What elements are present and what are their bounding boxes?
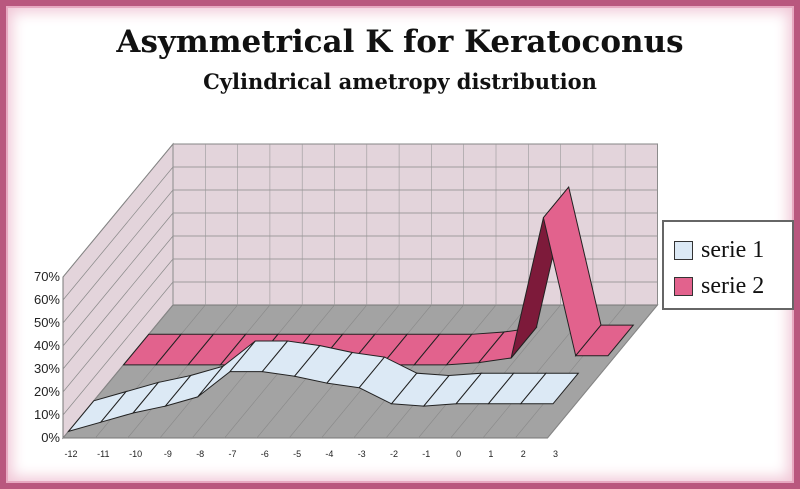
x-tick-label: -12	[64, 449, 77, 459]
floor-gridline	[450, 304, 561, 439]
legend-swatch-serie-1	[674, 240, 693, 260]
y-tick-label: 50%	[34, 315, 60, 330]
x-tick-label: 1	[488, 449, 493, 459]
x-tick-label: -7	[228, 449, 236, 459]
legend-item-serie-1: serie 1	[674, 236, 764, 264]
floor-gridline	[385, 304, 497, 439]
series-serie-2	[122, 186, 635, 366]
y-tick-label: 60%	[34, 292, 60, 307]
x-tick-label: -1	[422, 449, 430, 459]
side-gridline	[62, 281, 174, 416]
legend-swatch-serie-2	[674, 276, 693, 296]
y-tick-label: 10%	[34, 407, 60, 422]
chart-title: Asymmetrical K for Keratoconus	[116, 24, 684, 60]
series-serie-1	[67, 340, 580, 433]
x-tick-label: -6	[261, 449, 269, 459]
legend-label-serie-1: serie 1	[701, 237, 765, 263]
ribbon-segment	[519, 372, 580, 405]
x-tick-label: -5	[293, 449, 301, 459]
x-tick-label: 3	[553, 449, 558, 459]
side-gridline	[62, 143, 174, 278]
floor-gridline	[127, 304, 238, 439]
floor-gridline	[418, 304, 529, 439]
side-gridline	[62, 258, 174, 393]
chart-series	[67, 186, 635, 433]
legend: serie 1 serie 2	[662, 220, 794, 310]
x-tick-label: 0	[456, 449, 461, 459]
side-gridline	[62, 235, 174, 370]
x-tick-label: -9	[164, 449, 172, 459]
y-tick-label: 30%	[34, 361, 60, 376]
x-tick-label: -3	[358, 449, 366, 459]
x-tick-label: -2	[390, 449, 398, 459]
legend-item-serie-2: serie 2	[674, 272, 764, 300]
x-tick-label: -4	[325, 449, 333, 459]
y-tick-label: 40%	[34, 338, 60, 353]
x-tick-label: -8	[196, 449, 204, 459]
side-gridline	[62, 212, 174, 347]
side-gridline	[62, 166, 174, 301]
x-tick-label: -11	[97, 449, 109, 459]
x-axis-ticks: -12 -11 -10 -9 -8 -7 -6 -5 -4 -3 -2 -1 0 1 2 3	[64, 449, 558, 459]
y-axis-ticks: 0% 10% 20% 30% 40% 50% 60% 70%	[34, 269, 60, 445]
ribbon-segment	[574, 324, 635, 357]
side-gridline	[62, 189, 174, 324]
legend-label-serie-2: serie 2	[701, 273, 765, 299]
chart-subtitle: Cylindrical ametropy distribution	[203, 69, 597, 94]
floor-gridline	[547, 304, 658, 439]
y-tick-label: 70%	[34, 269, 60, 284]
y-tick-label: 0%	[41, 430, 60, 445]
y-tick-label: 20%	[34, 384, 60, 399]
x-tick-label: 2	[521, 449, 526, 459]
x-tick-label: -10	[129, 449, 142, 459]
